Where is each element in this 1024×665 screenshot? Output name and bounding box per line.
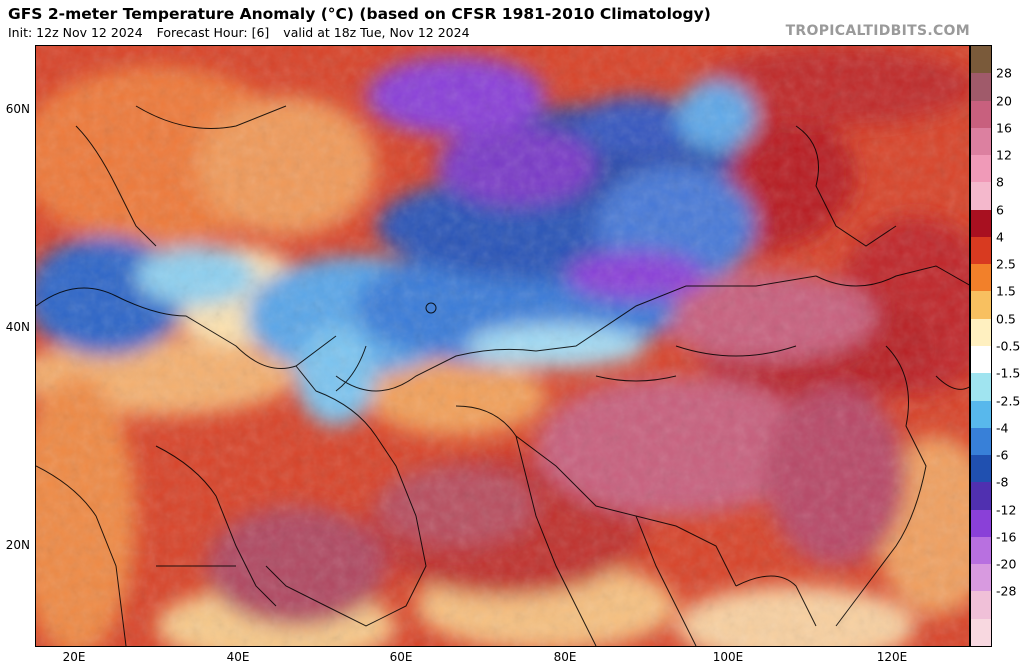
- colorbar-swatch: [971, 73, 991, 102]
- lon-label-40e: 40E: [226, 650, 250, 664]
- colorbar-swatch: [971, 564, 991, 592]
- colorbar-label: 20: [996, 93, 1012, 109]
- colorbar-label: 16: [996, 120, 1012, 136]
- colorbar-label: -0.5: [996, 338, 1021, 354]
- colorbar-swatch: [971, 46, 991, 74]
- colorbar-label: -20: [996, 556, 1017, 572]
- colorbar-swatch: [971, 155, 991, 183]
- colorbar-swatch: [971, 182, 991, 211]
- colorbar-swatch: [971, 618, 991, 647]
- colorbar-swatch: [971, 536, 991, 565]
- colorbar-swatch: [971, 264, 991, 292]
- colorbar-label: -6: [996, 447, 1009, 463]
- colorbar-label: -8: [996, 474, 1009, 490]
- lon-label-20e: 20E: [62, 650, 86, 664]
- colorbar-label: 4: [996, 229, 1004, 245]
- colorbar-label: -28: [996, 583, 1017, 599]
- colorbar-label: 28: [996, 65, 1012, 81]
- map-title: GFS 2-meter Temperature Anomaly (°C) (ba…: [8, 5, 711, 23]
- colorbar-swatch: [971, 455, 991, 483]
- colorbar-swatch: [971, 318, 991, 347]
- colorbar-label: -16: [996, 529, 1017, 545]
- lat-label-20n: 20N: [5, 538, 30, 552]
- colorbar-swatch: [971, 591, 991, 620]
- colorbar-swatch: [971, 482, 991, 511]
- colorbar-label: 0.5: [996, 311, 1016, 327]
- colorbar-swatch: [971, 373, 991, 402]
- map-subtitle: Init: 12z Nov 12 2024 Forecast Hour: [6]…: [8, 25, 480, 40]
- colorbar-label: 6: [996, 202, 1004, 218]
- colorbar-label: 12: [996, 147, 1012, 163]
- colorbar-label: -1.5: [996, 365, 1021, 381]
- colorbar-label: -4: [996, 420, 1009, 436]
- lon-label-120e: 120E: [876, 650, 908, 664]
- colorbar-label: 2.5: [996, 256, 1016, 272]
- colorbar-swatch: [971, 400, 991, 429]
- init-time: Init: 12z Nov 12 2024: [8, 25, 143, 40]
- lat-label-40n: 40N: [5, 320, 30, 334]
- colorbar-label: 8: [996, 174, 1004, 190]
- colorbar: [970, 45, 992, 647]
- colorbar-label: -12: [996, 502, 1017, 518]
- colorbar-swatch: [971, 509, 991, 538]
- colorbar-swatch: [971, 236, 991, 265]
- lat-label-60n: 60N: [5, 102, 30, 116]
- forecast-hour: Forecast Hour: [6]: [156, 25, 270, 40]
- valid-time: valid at 18z Tue, Nov 12 2024: [283, 25, 470, 40]
- colorbar-swatch: [971, 291, 991, 320]
- colorbar-swatch: [971, 209, 991, 238]
- colorbar-label: 1.5: [996, 283, 1016, 299]
- colorbar-label: -2.5: [996, 393, 1021, 409]
- colorbar-swatch: [971, 127, 991, 156]
- lon-label-80e: 80E: [553, 650, 577, 664]
- temperature-anomaly-map: [35, 45, 970, 647]
- site-credit: TROPICALTIDBITS.COM: [785, 23, 970, 39]
- map-canvas: [36, 46, 969, 646]
- colorbar-swatch: [971, 100, 991, 129]
- colorbar-swatch: [971, 427, 991, 456]
- colorbar-swatch: [971, 346, 991, 374]
- lon-label-60e: 60E: [389, 650, 413, 664]
- lon-label-100e: 100E: [712, 650, 744, 664]
